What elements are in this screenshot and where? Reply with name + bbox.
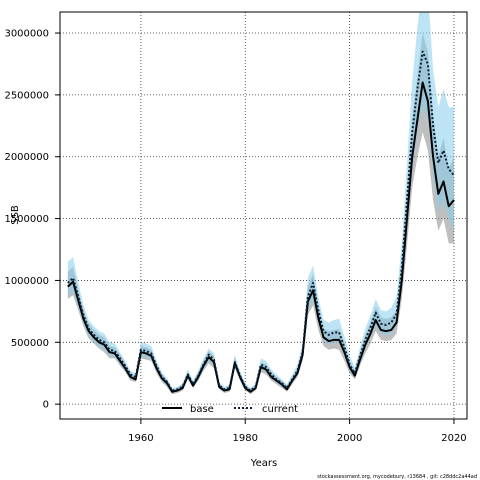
y-tick-label: 2000000 bbox=[4, 152, 49, 163]
y-tick-label: 3000000 bbox=[4, 29, 49, 40]
y-axis: 0 500000 1000000 1500000 2000000 2500000 30000… bbox=[4, 29, 60, 411]
x-tick-label: 2000 bbox=[337, 433, 362, 444]
x-tick-label: 1960 bbox=[128, 433, 153, 444]
y-tick-label: 2500000 bbox=[4, 90, 49, 101]
y-tick-label: 0 bbox=[43, 400, 49, 411]
plot-frame bbox=[59, 11, 468, 420]
series-lines bbox=[67, 50, 455, 393]
legend-label-base: base bbox=[190, 404, 214, 415]
x-axis: 1960 1980 2000 2020 bbox=[128, 419, 467, 444]
legend: base current bbox=[162, 404, 298, 415]
band-base bbox=[67, 33, 454, 395]
line-current bbox=[67, 50, 455, 392]
line-base bbox=[67, 81, 455, 393]
confidence-bands bbox=[67, 12, 454, 395]
x-axis-title: Years bbox=[250, 458, 277, 469]
credit-text: stockassessment.org, mycodebury, r13684 … bbox=[317, 474, 477, 480]
x-tick-label: 2020 bbox=[441, 433, 466, 444]
x-tick-label: 1980 bbox=[233, 433, 258, 444]
legend-label-current: current bbox=[262, 404, 298, 415]
y-tick-label: 500000 bbox=[11, 338, 49, 349]
band-current bbox=[67, 12, 454, 394]
y-tick-label: 1500000 bbox=[4, 214, 49, 225]
y-tick-label: 1000000 bbox=[4, 276, 49, 287]
y-axis-title: SSB bbox=[10, 205, 21, 225]
